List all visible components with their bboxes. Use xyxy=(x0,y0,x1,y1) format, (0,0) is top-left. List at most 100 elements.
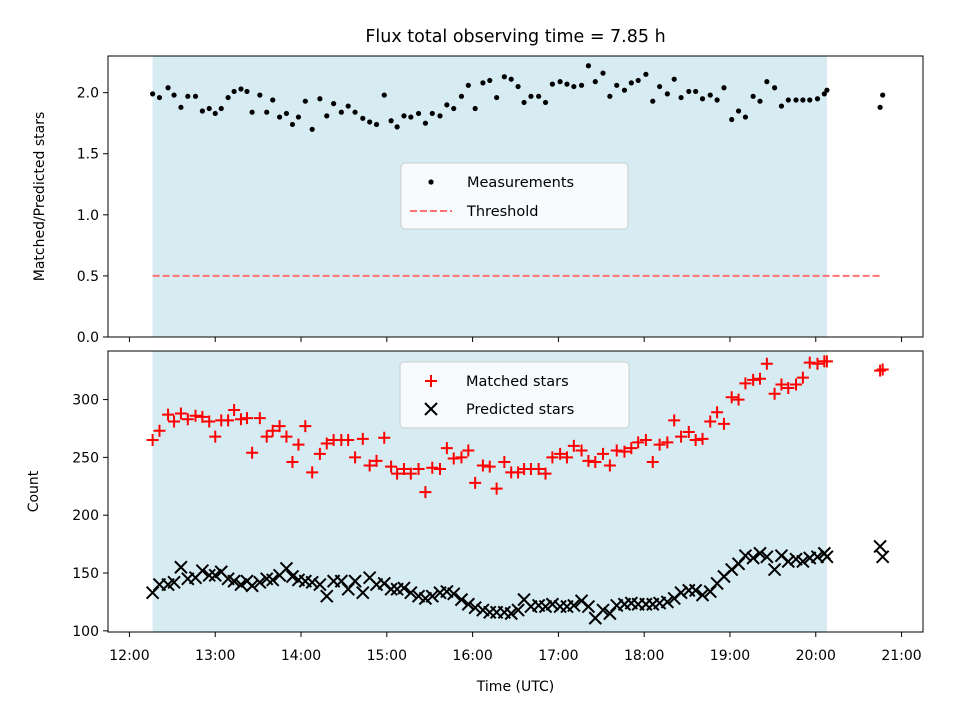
predicted-star-point xyxy=(454,592,469,607)
measurement-point xyxy=(750,93,756,99)
matched-star-point xyxy=(349,451,362,464)
predicted-star-point xyxy=(167,575,181,589)
matched-star-point xyxy=(661,436,674,449)
matched-star-point xyxy=(739,377,752,390)
matched-star-point xyxy=(790,378,803,391)
measurement-point xyxy=(465,82,471,88)
matched-star-point xyxy=(434,462,447,475)
measurement-point xyxy=(249,109,255,115)
predicted-star-point xyxy=(202,568,216,583)
measurement-point xyxy=(388,118,394,124)
matched-stars-points xyxy=(146,355,889,499)
predicted-star-point xyxy=(461,597,476,611)
xtick-label: 14:00 xyxy=(281,648,321,664)
measurement-point xyxy=(764,79,770,85)
measurement-point xyxy=(536,93,542,99)
matched-star-point xyxy=(153,424,166,437)
top-y-axis-label: Matched/Predicted stars xyxy=(32,112,48,282)
matched-star-point xyxy=(512,466,525,479)
measurement-point xyxy=(821,91,827,97)
measurement-point xyxy=(185,93,191,99)
matched-star-point xyxy=(560,451,573,464)
legend-matched-label: Matched stars xyxy=(466,374,569,390)
measurement-point xyxy=(657,83,663,90)
predicted-star-point xyxy=(820,550,834,564)
measurement-point xyxy=(614,82,620,88)
measurement-point xyxy=(824,87,830,93)
measurement-point xyxy=(880,92,886,98)
measurement-point xyxy=(742,114,749,120)
matched-star-point xyxy=(253,412,266,425)
measurement-point xyxy=(244,88,250,95)
matched-star-point xyxy=(610,444,623,457)
top-y-ticks: 0.0 0.5 1.0 1.5 2.0 xyxy=(77,86,108,346)
legend-threshold-label: Threshold xyxy=(466,204,538,220)
matched-star-point xyxy=(711,406,724,419)
predicted-star-point xyxy=(305,575,319,589)
matched-star-point xyxy=(554,447,567,460)
matched-star-point xyxy=(597,447,610,460)
bottom-ytick-label: 100 xyxy=(72,624,99,640)
chart-title: Flux total observing time = 7.85 h xyxy=(365,27,665,47)
top-ytick-label: 1.0 xyxy=(77,208,99,224)
predicted-star-point xyxy=(447,587,461,601)
matched-star-point xyxy=(747,373,760,386)
measurement-point xyxy=(607,93,613,99)
measurement-point xyxy=(150,91,156,97)
measurement-point xyxy=(521,99,527,106)
predicted-star-point xyxy=(746,551,760,565)
matched-star-point xyxy=(618,445,631,458)
matched-star-point xyxy=(567,439,580,452)
predicted-star-point xyxy=(581,599,596,614)
xtick-label: 16:00 xyxy=(452,648,492,664)
predicted-star-point xyxy=(320,589,334,603)
matched-star-point xyxy=(582,454,595,467)
predicted-star-point xyxy=(195,564,210,578)
predicted-stars-points xyxy=(145,539,890,625)
matched-star-point xyxy=(385,460,398,473)
top-legend: Measurements Threshold xyxy=(400,162,629,230)
matched-star-point xyxy=(675,430,688,443)
matched-star-point xyxy=(490,482,503,495)
measurement-point xyxy=(671,76,677,82)
matched-star-point xyxy=(363,459,376,472)
matched-star-point xyxy=(189,409,202,422)
predicted-star-point xyxy=(397,581,411,595)
predicted-star-point xyxy=(285,569,300,584)
matched-star-point xyxy=(696,432,709,445)
top-ytick-label: 0.5 xyxy=(77,269,99,285)
measurement-point xyxy=(664,91,670,97)
matched-star-point xyxy=(876,363,889,376)
predicted-star-point xyxy=(660,595,675,609)
legend-predicted-marker xyxy=(424,402,438,416)
matched-star-point xyxy=(725,391,738,404)
predicted-star-point xyxy=(227,574,241,588)
matched-star-point xyxy=(782,382,795,395)
measurement-point xyxy=(444,102,450,108)
predicted-star-point xyxy=(688,583,703,598)
bottom-ytick-label: 300 xyxy=(72,393,99,409)
matched-star-point xyxy=(440,442,453,455)
matched-star-point xyxy=(532,462,545,475)
measurement-point xyxy=(564,81,570,87)
top-ytick-label: 1.5 xyxy=(77,147,99,163)
matched-star-point xyxy=(682,425,695,438)
matched-star-point xyxy=(483,460,496,473)
measurement-point xyxy=(257,92,263,98)
predicted-star-point xyxy=(567,598,581,613)
measurement-point xyxy=(401,113,407,119)
matched-star-point xyxy=(546,451,559,464)
bottom-ytick-label: 250 xyxy=(72,450,99,466)
predicted-star-point xyxy=(545,597,560,611)
xtick-label: 12:00 xyxy=(109,648,149,664)
top-ytick-label: 0.0 xyxy=(77,330,99,346)
measurement-point xyxy=(807,97,813,103)
measurement-point xyxy=(643,71,649,77)
matched-star-point xyxy=(426,461,439,474)
predicted-star-point xyxy=(174,560,188,574)
matched-star-point xyxy=(469,476,482,489)
predicted-star-point xyxy=(695,588,710,602)
legend-measurements-marker xyxy=(428,179,434,185)
matched-star-point xyxy=(775,378,788,391)
matched-star-point xyxy=(246,446,259,459)
